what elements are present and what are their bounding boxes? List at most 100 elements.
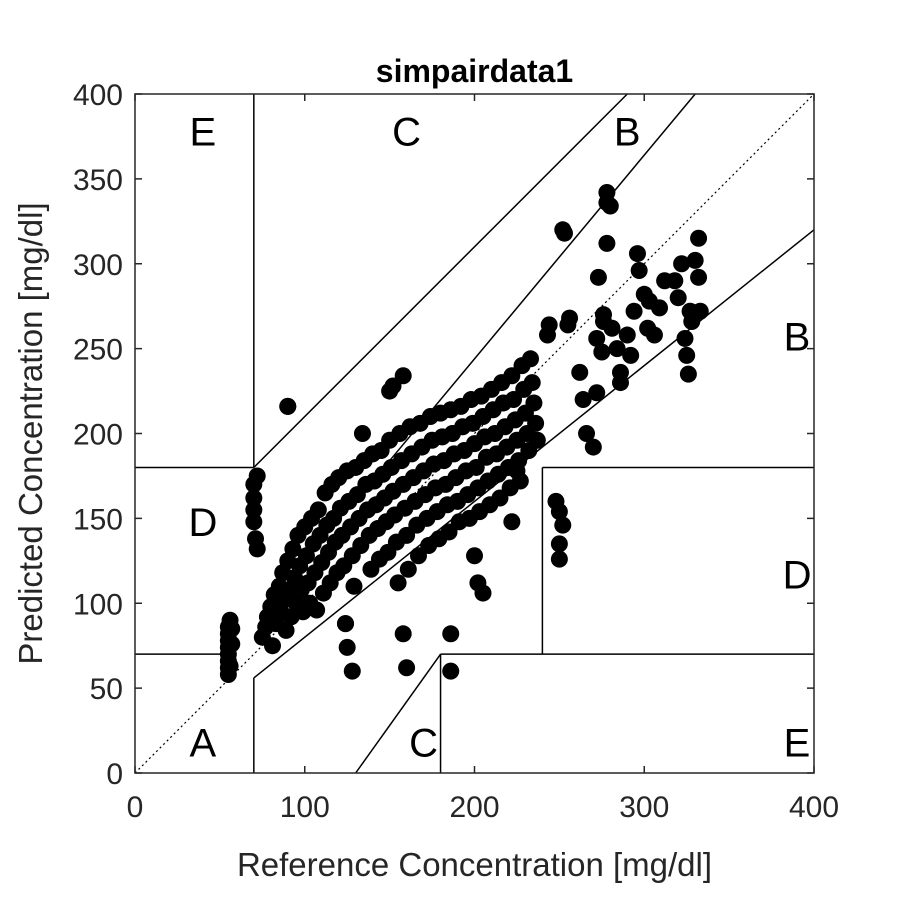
data-point xyxy=(245,489,263,507)
data-point xyxy=(588,384,606,402)
data-point xyxy=(666,272,684,290)
y-tick-label: 0 xyxy=(106,758,123,791)
y-tick-label: 250 xyxy=(73,334,123,367)
data-point xyxy=(618,326,636,344)
data-point xyxy=(398,659,416,677)
x-tick-label: 400 xyxy=(789,791,839,824)
data-point xyxy=(442,662,460,680)
data-point xyxy=(248,467,266,485)
data-point xyxy=(554,516,572,534)
data-point xyxy=(593,343,611,361)
data-point xyxy=(690,268,708,286)
y-tick-label: 350 xyxy=(73,164,123,197)
data-point xyxy=(221,657,239,675)
zone-label: D xyxy=(188,501,217,545)
zone-boundary-line xyxy=(383,93,696,468)
data-point xyxy=(263,637,281,655)
data-point xyxy=(588,329,606,347)
y-axis: 0 50 100 150 200 250 300 350 400 xyxy=(73,79,814,791)
y-tick-label: 100 xyxy=(73,588,123,621)
data-point xyxy=(595,306,613,324)
data-point xyxy=(540,316,558,334)
data-point xyxy=(574,391,592,409)
data-point xyxy=(625,302,643,320)
zone-label: B xyxy=(784,316,811,360)
data-point xyxy=(466,547,483,565)
data-point xyxy=(603,319,621,337)
x-tick-label: 200 xyxy=(449,791,499,824)
data-point xyxy=(528,431,546,449)
zone-label: D xyxy=(783,553,812,597)
data-point xyxy=(527,414,545,432)
data-point xyxy=(245,501,263,519)
data-point xyxy=(561,309,579,327)
data-point xyxy=(223,620,241,638)
data-point xyxy=(691,302,709,320)
data-point xyxy=(678,346,696,364)
data-point xyxy=(584,438,602,456)
data-point xyxy=(571,363,589,381)
y-tick-label: 200 xyxy=(73,419,123,452)
data-point xyxy=(508,462,526,480)
data-point xyxy=(394,625,412,643)
data-point xyxy=(248,540,266,558)
data-point xyxy=(550,503,568,521)
data-point xyxy=(474,584,492,602)
data-point xyxy=(598,234,616,252)
data-point xyxy=(679,365,697,383)
data-point xyxy=(669,289,687,307)
y-tick-label: 50 xyxy=(90,673,123,706)
data-point xyxy=(394,367,412,385)
zone-label: A xyxy=(190,721,217,765)
data-points xyxy=(219,183,709,684)
data-point xyxy=(343,662,361,680)
data-point xyxy=(690,229,708,247)
x-axis-label: Reference Concentration [mg/dl] xyxy=(237,846,712,883)
y-tick-label: 400 xyxy=(73,79,123,112)
data-point xyxy=(550,550,568,568)
data-point xyxy=(336,615,354,633)
data-point xyxy=(630,262,648,280)
data-point xyxy=(389,574,407,592)
zone-boundary-line xyxy=(253,93,628,468)
data-point xyxy=(550,535,568,553)
data-point xyxy=(523,374,541,392)
zone-label: B xyxy=(614,110,641,154)
data-point xyxy=(628,245,646,263)
data-point xyxy=(503,513,521,531)
data-point xyxy=(608,340,626,358)
data-point xyxy=(622,346,640,364)
data-point xyxy=(442,625,460,643)
data-point xyxy=(673,255,691,273)
zone-label: E xyxy=(784,721,811,765)
data-point xyxy=(308,601,326,619)
zone-label: C xyxy=(409,721,438,765)
data-point xyxy=(223,635,241,653)
data-point xyxy=(601,197,619,215)
data-point xyxy=(345,577,363,595)
data-point xyxy=(245,513,263,531)
data-point xyxy=(525,394,543,412)
data-point xyxy=(279,397,297,415)
data-point xyxy=(686,251,704,269)
data-point xyxy=(645,326,663,344)
y-axis-label: Predicted Concentration [mg/dl] xyxy=(12,202,49,664)
y-tick-label: 300 xyxy=(73,249,123,282)
data-point xyxy=(277,621,295,639)
data-point xyxy=(676,329,694,347)
x-tick-label: 100 xyxy=(280,791,330,824)
data-point xyxy=(284,540,302,558)
data-point xyxy=(611,374,629,392)
data-point xyxy=(338,638,356,656)
y-tick-label: 150 xyxy=(73,503,123,536)
data-point xyxy=(555,224,573,242)
data-point xyxy=(399,560,417,578)
data-point xyxy=(651,299,669,317)
data-point xyxy=(522,350,540,368)
zone-label: C xyxy=(392,110,421,154)
data-point xyxy=(353,425,371,442)
x-axis: 0 100 200 300 400 xyxy=(127,94,839,824)
data-point xyxy=(578,425,596,442)
zone-boundary-line xyxy=(355,653,442,774)
